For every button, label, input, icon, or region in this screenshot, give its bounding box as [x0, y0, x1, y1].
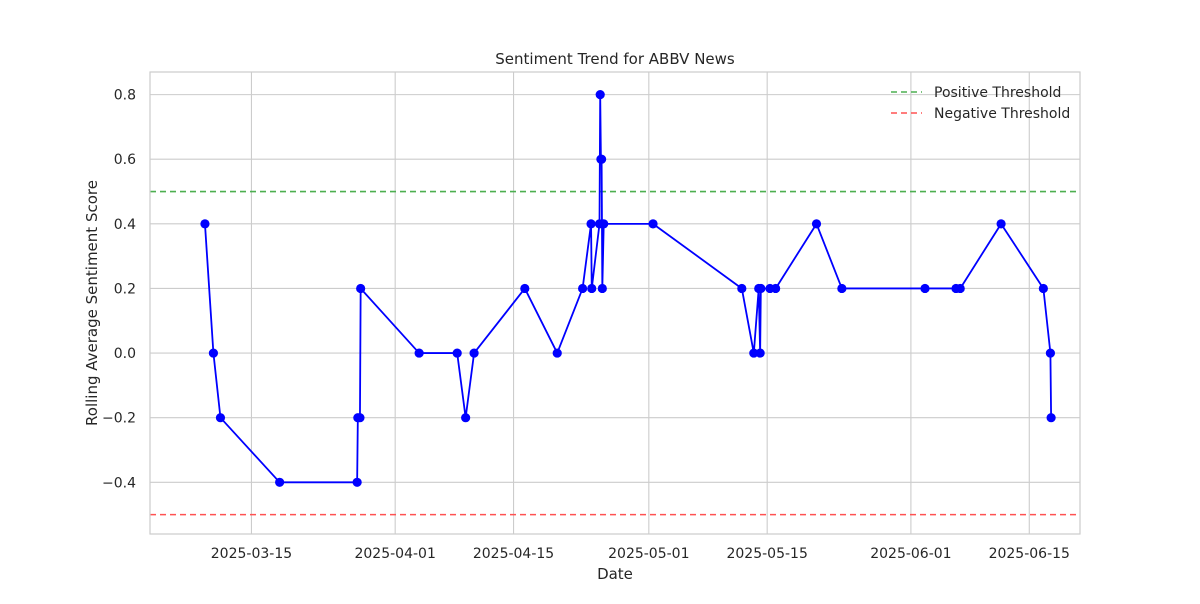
data-point	[352, 477, 362, 487]
reference-lines	[150, 190, 1080, 516]
x-tick-label: 2025-04-01	[354, 546, 435, 562]
data-point	[275, 477, 285, 487]
y-axis-label: Rolling Average Sentiment Score	[83, 180, 101, 426]
data-point	[208, 348, 219, 358]
legend: Positive Threshold Negative Threshold	[891, 85, 1070, 122]
x-tick-label: 2025-04-15	[473, 546, 554, 562]
data-point	[597, 283, 607, 294]
x-tick-label: 2025-05-15	[726, 546, 807, 562]
data-point	[215, 413, 226, 423]
data-point	[749, 348, 759, 358]
series	[200, 90, 1056, 487]
data-point	[599, 219, 609, 229]
plot-frame	[149, 71, 1081, 535]
data-point	[955, 283, 965, 294]
data-point	[586, 219, 596, 229]
data-point	[520, 283, 530, 294]
y-tick-label: 0.8	[114, 88, 136, 104]
data-point	[552, 348, 562, 358]
x-tick-label: 2025-03-15	[211, 546, 292, 562]
data-point	[461, 413, 471, 423]
legend-label-negative: Negative Threshold	[934, 106, 1070, 122]
data-point	[355, 413, 365, 423]
data-point	[577, 283, 588, 294]
data-point	[414, 348, 424, 358]
x-tick-label: 2025-06-15	[989, 546, 1070, 562]
x-axis-ticks: 2025-03-15 2025-04-01 2025-04-15 2025-05-01…	[211, 546, 1070, 562]
chart-title: Sentiment Trend for ABBV News	[495, 50, 735, 68]
data-point	[648, 219, 658, 229]
data-point	[1046, 413, 1056, 423]
data-point	[469, 348, 479, 358]
x-tick-label: 2025-06-01	[870, 546, 951, 562]
data-point	[1045, 348, 1056, 358]
data-point	[597, 154, 607, 164]
data-point	[920, 283, 930, 294]
data-point	[756, 283, 766, 294]
data-point	[755, 348, 765, 358]
y-tick-label: 0.6	[114, 152, 136, 168]
data-point	[200, 219, 210, 229]
y-tick-label: 0.0	[114, 346, 136, 362]
y-tick-label: 0.2	[114, 281, 136, 297]
grid	[150, 72, 1080, 534]
data-point	[811, 219, 822, 229]
data-point	[837, 283, 847, 294]
data-point	[356, 283, 366, 294]
data-point	[452, 348, 462, 358]
data-point	[587, 283, 597, 294]
data-point	[737, 283, 747, 294]
y-axis-ticks: −0.4 −0.2 0.0 0.2 0.4 0.6 0.8	[102, 88, 136, 492]
x-axis-label: Date	[597, 565, 633, 583]
data-point	[1038, 283, 1048, 294]
data-point	[996, 219, 1006, 229]
y-tick-label: −0.2	[102, 411, 136, 427]
x-tick-label: 2025-05-01	[608, 546, 689, 562]
data-point	[595, 90, 605, 100]
y-tick-label: 0.4	[114, 217, 136, 233]
y-tick-label: −0.4	[102, 475, 136, 491]
legend-label-positive: Positive Threshold	[934, 85, 1061, 101]
data-point	[771, 283, 781, 294]
